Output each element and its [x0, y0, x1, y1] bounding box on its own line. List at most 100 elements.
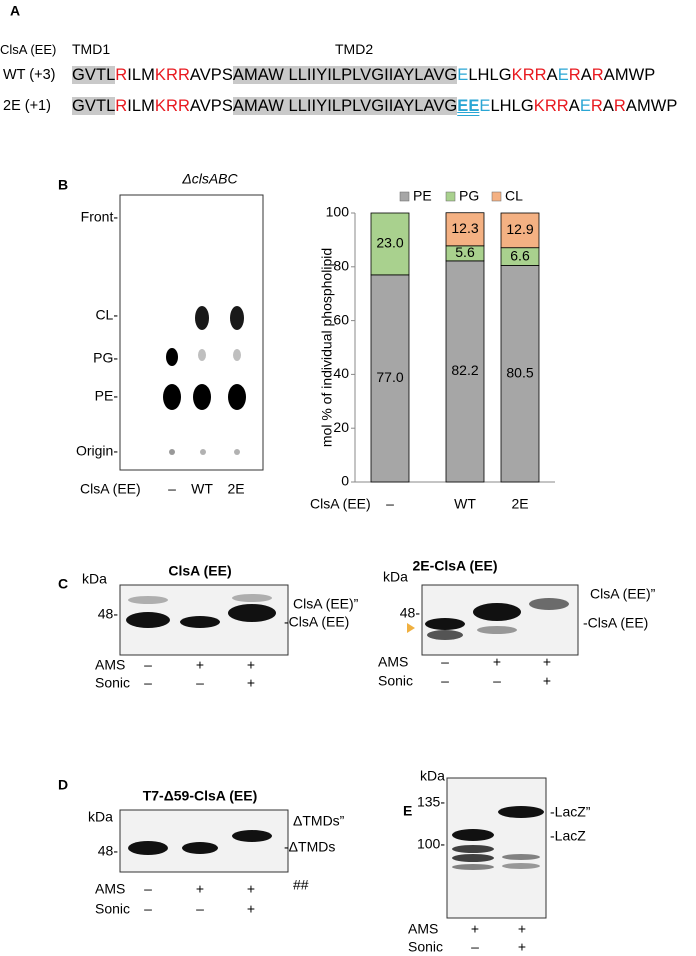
panel-label: D: [58, 777, 68, 793]
value-label: 6.6: [510, 247, 530, 263]
legend-label: PE: [413, 188, 432, 204]
residues: E: [479, 97, 491, 115]
tlc-spot: [234, 449, 240, 455]
legend-swatch: [399, 191, 410, 202]
sequence: GVTLRILMKRRAVPSAMAW LLIIYILPLVGIIAYLAVGE…: [72, 66, 655, 85]
condition-mark: –: [144, 901, 152, 917]
residues: R: [568, 66, 581, 84]
unit-label: kDa: [82, 571, 107, 587]
tlc-spot: [166, 348, 178, 366]
x-tick-label: –: [386, 496, 394, 512]
bar-segment: [445, 260, 485, 483]
blot-band: [452, 829, 494, 841]
blot-band: [452, 854, 494, 862]
residues: AVPS: [189, 97, 233, 115]
tlc-spot: [163, 384, 181, 410]
sequence: GVTLRILMKRRAVPSAMAW LLIIYILPLVGIIAYLAVGE…: [72, 97, 677, 116]
condition-mark: –: [196, 675, 204, 691]
unit-label: kDa: [88, 809, 113, 825]
band-label: -LacZ: [550, 828, 586, 844]
band-label: -ClsA (EE): [583, 615, 648, 631]
residues: E: [557, 66, 569, 84]
y-tick-label: 0: [341, 473, 349, 489]
tlc-spot: [233, 349, 241, 361]
x-tick-label: 2E: [511, 496, 528, 512]
value-label: 12.9: [506, 221, 533, 237]
row-label: 2E (+1): [3, 98, 51, 114]
blot-band: [473, 603, 521, 621]
residues: AMAW LLIIYILPLVGIIAYLAVG: [232, 97, 458, 115]
row-label: Sonic: [408, 939, 443, 955]
lane-label: WT: [191, 481, 213, 497]
unit-label: kDa: [420, 768, 445, 784]
spot-label: PG-: [93, 350, 118, 366]
residues: KRR: [154, 97, 190, 115]
condition-mark: +: [518, 921, 526, 937]
residues: E: [579, 97, 591, 115]
row-label: AMS: [378, 654, 408, 670]
value-label: 12.3: [451, 220, 478, 236]
value-label: 23.0: [376, 235, 403, 251]
band-label: -ΔTMDs: [284, 839, 335, 855]
condition-mark: +: [247, 657, 255, 673]
residues: E: [457, 66, 469, 84]
residues: AMWP: [603, 66, 656, 84]
arrowhead: [407, 623, 415, 633]
lane-label: –: [168, 481, 176, 497]
row-label: AMS: [95, 657, 125, 673]
condition-mark: +: [196, 657, 204, 673]
residues: KRR: [533, 97, 569, 115]
blot-band: [228, 604, 276, 622]
tmd-label: TMD2: [335, 41, 374, 57]
bar-segment: [370, 274, 410, 483]
tlc-spot: [193, 384, 211, 410]
blot-band: [477, 626, 517, 634]
row-label: AMS: [95, 881, 125, 897]
tlc-plate: [119, 194, 264, 471]
blot-band: [232, 830, 272, 842]
lane-label: 2E: [227, 481, 244, 497]
blot-band: [232, 594, 272, 602]
lane-header: ClsA (EE): [80, 481, 141, 497]
tmd-label: TMD1: [72, 41, 111, 57]
residues: GVTL: [72, 66, 116, 84]
spot-label: PE-: [95, 388, 119, 404]
row-label: Sonic: [95, 901, 130, 917]
band-label: ##: [293, 877, 309, 893]
residues: A: [568, 97, 580, 115]
row-label: AMS: [408, 921, 438, 937]
value-label: 80.5: [506, 364, 533, 380]
condition-mark: +: [543, 654, 551, 670]
condition-mark: –: [144, 675, 152, 691]
value-label: 5.6: [455, 244, 475, 260]
condition-mark: +: [493, 654, 501, 670]
tlc-spot: [198, 349, 206, 361]
condition-mark: –: [144, 657, 152, 673]
condition-mark: –: [441, 654, 449, 670]
blot-band: [180, 616, 220, 628]
residues: KRR: [511, 66, 547, 84]
band-label: -ClsA (EE): [284, 614, 349, 630]
residues: A: [602, 97, 614, 115]
x-tick-label: WT: [454, 496, 476, 512]
blot-band: [128, 841, 168, 855]
residues: LHLG: [490, 97, 534, 115]
band-label: ClsA (EE)”: [293, 596, 359, 612]
y-tick-label: 80: [333, 258, 349, 274]
spot-label: Front-: [81, 209, 119, 225]
condition-mark: –: [441, 673, 449, 689]
x-axis-label: ClsA (EE): [310, 496, 371, 512]
bar-segment: [370, 212, 410, 276]
row-label: WT (+3): [3, 67, 56, 83]
spot-label: CL-: [95, 307, 118, 323]
residues: A: [546, 66, 558, 84]
residues: R: [590, 97, 603, 115]
condition-mark: +: [518, 939, 526, 955]
legend-swatch: [491, 191, 502, 202]
blot-band: [529, 598, 569, 610]
legend-label: CL: [505, 188, 523, 204]
tlc-spot: [169, 449, 175, 455]
panel-label: C: [58, 576, 68, 592]
blot-title: ClsA (EE): [168, 563, 231, 579]
